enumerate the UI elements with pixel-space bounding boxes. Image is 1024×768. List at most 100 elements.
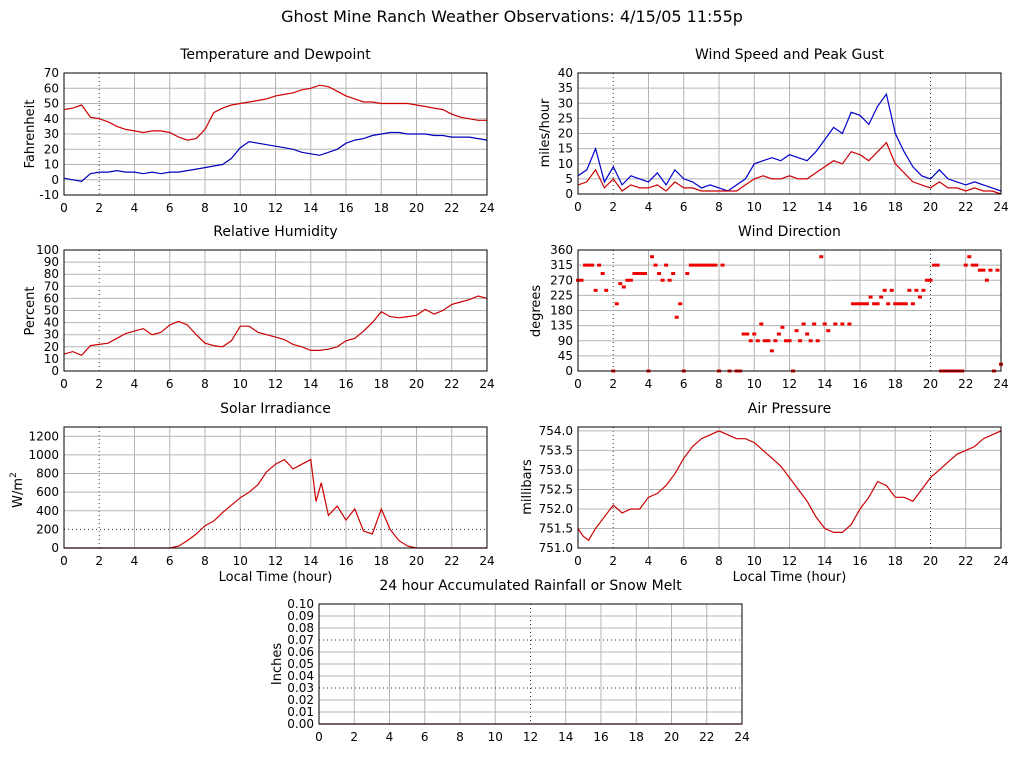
y-tick-label: 0 [565, 187, 573, 201]
data-point [783, 339, 788, 343]
data-point [826, 329, 831, 333]
x-tick-label: 18 [374, 377, 389, 391]
data-point [660, 278, 665, 282]
chart-title: Relative Humidity [213, 224, 337, 240]
data-point [988, 268, 993, 272]
x-tick-label: 12 [782, 554, 797, 568]
data-point [847, 322, 852, 326]
data-point [664, 263, 669, 267]
chart-title: Temperature and Dewpoint [179, 47, 371, 63]
y-tick-label: 753.0 [539, 463, 573, 477]
y-axis-label: millibars [520, 459, 535, 515]
x-tick-label: 20 [409, 377, 424, 391]
x-tick-label: 8 [201, 201, 209, 215]
data-point [769, 349, 774, 353]
x-tick-label: 6 [166, 201, 174, 215]
x-tick-label: 14 [303, 201, 318, 215]
y-tick-label: 800 [36, 467, 59, 481]
data-point [762, 339, 767, 343]
data-point [914, 288, 919, 292]
y-tick-label: 60 [44, 291, 59, 305]
x-tick-label: 12 [268, 377, 283, 391]
x-tick-label: 16 [338, 554, 353, 568]
y-axis-label-text: miles/hour [538, 98, 553, 167]
data-point [618, 282, 623, 286]
x-tick-label: 8 [715, 200, 723, 214]
data-point [984, 278, 989, 282]
x-tick-label: 18 [888, 554, 903, 568]
x-tick-label: 4 [131, 377, 139, 391]
y-tick-label: 180 [550, 304, 573, 318]
x-tick-label: 4 [131, 201, 139, 215]
plot-frame [63, 249, 488, 372]
x-tick-label: 4 [131, 554, 139, 568]
data-point [808, 339, 813, 343]
data-point [650, 255, 655, 259]
series-line-1 [577, 92, 1002, 192]
data-point [815, 339, 820, 343]
x-tick-label: 22 [958, 377, 973, 391]
y-tick-label: 10 [44, 352, 59, 366]
data-point [635, 272, 640, 276]
x-tick-label: 16 [338, 201, 353, 215]
x-tick-label: 0 [574, 554, 582, 568]
x-tick-label: 0 [60, 201, 68, 215]
data-point [674, 315, 679, 319]
y-tick-label: 70 [44, 66, 59, 80]
x-tick-label: 2 [95, 377, 103, 391]
plot-frame [318, 603, 743, 725]
x-tick-label: 24 [479, 201, 494, 215]
y-tick-label: 60 [44, 81, 59, 95]
x-tick-label: 14 [817, 554, 832, 568]
data-point [755, 339, 760, 343]
y-tick-label: 751.0 [539, 541, 573, 555]
y-tick-label: 0.10 [287, 597, 314, 611]
x-tick-label: 8 [201, 377, 209, 391]
x-tick-label: 16 [852, 377, 867, 391]
x-tick-label: 4 [386, 730, 394, 744]
data-point [921, 288, 926, 292]
data-point [805, 332, 810, 336]
data-point [935, 263, 940, 267]
data-point [657, 272, 662, 276]
x-tick-label: 18 [629, 730, 644, 744]
data-point [882, 288, 887, 292]
x-tick-label: 12 [523, 730, 538, 744]
x-tick-label: 0 [574, 377, 582, 391]
x-tick-label: 20 [664, 730, 679, 744]
data-point [798, 339, 803, 343]
y-axis-label-text: degrees [529, 285, 544, 338]
y-tick-label: 752.0 [539, 502, 573, 516]
y-axis-label: Percent [23, 287, 38, 336]
x-tick-label: 14 [303, 377, 318, 391]
data-point [600, 272, 605, 276]
x-tick-label: 0 [574, 200, 582, 214]
y-tick-label: 270 [550, 273, 573, 287]
data-point [917, 295, 922, 299]
x-tick-label: 12 [268, 554, 283, 568]
x-tick-label: 8 [715, 377, 723, 391]
data-point [667, 278, 672, 282]
data-point [593, 288, 598, 292]
series-line-1 [64, 458, 487, 549]
y-tick-label: 360 [550, 243, 573, 257]
y-tick-label: 40 [558, 66, 573, 80]
data-point [773, 339, 778, 343]
x-tick-label: 4 [645, 554, 653, 568]
y-tick-label: 0.03 [287, 681, 314, 695]
data-point [886, 302, 891, 306]
data-point [840, 322, 845, 326]
x-tick-label: 2 [95, 554, 103, 568]
data-point [981, 268, 986, 272]
data-point [688, 263, 693, 267]
data-point [995, 268, 1000, 272]
y-tick-label: 400 [36, 504, 59, 518]
x-tick-label: 16 [852, 200, 867, 214]
data-point [932, 263, 937, 267]
data-point [819, 255, 824, 259]
y-tick-label: 30 [44, 127, 59, 141]
data-point [642, 272, 647, 276]
plot-frame [577, 426, 1002, 549]
